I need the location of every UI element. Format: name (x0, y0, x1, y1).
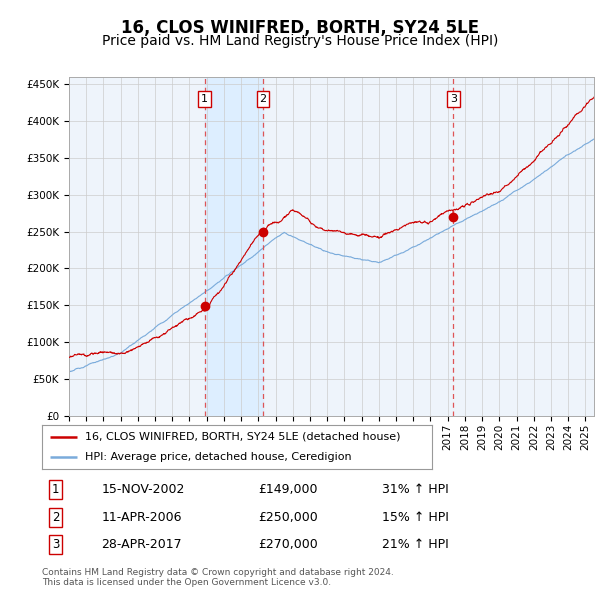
Text: 16, CLOS WINIFRED, BORTH, SY24 5LE (detached house): 16, CLOS WINIFRED, BORTH, SY24 5LE (deta… (85, 432, 400, 442)
Text: £270,000: £270,000 (258, 538, 318, 551)
Text: 15-NOV-2002: 15-NOV-2002 (101, 483, 185, 496)
Text: 2: 2 (52, 510, 59, 523)
Text: 1: 1 (52, 483, 59, 496)
Text: Price paid vs. HM Land Registry's House Price Index (HPI): Price paid vs. HM Land Registry's House … (102, 34, 498, 48)
Text: 3: 3 (52, 538, 59, 551)
Text: 2: 2 (260, 94, 266, 104)
Text: HPI: Average price, detached house, Ceredigion: HPI: Average price, detached house, Cere… (85, 452, 352, 462)
Text: 16, CLOS WINIFRED, BORTH, SY24 5LE: 16, CLOS WINIFRED, BORTH, SY24 5LE (121, 19, 479, 37)
Text: 3: 3 (450, 94, 457, 104)
Text: 28-APR-2017: 28-APR-2017 (101, 538, 182, 551)
Bar (205, 77, 263, 416)
Text: 1: 1 (201, 94, 208, 104)
Text: 15% ↑ HPI: 15% ↑ HPI (382, 510, 449, 523)
Text: 31% ↑ HPI: 31% ↑ HPI (382, 483, 449, 496)
Text: 21% ↑ HPI: 21% ↑ HPI (382, 538, 449, 551)
Text: £149,000: £149,000 (258, 483, 317, 496)
Text: £250,000: £250,000 (258, 510, 318, 523)
Text: 11-APR-2006: 11-APR-2006 (101, 510, 182, 523)
Text: Contains HM Land Registry data © Crown copyright and database right 2024.
This d: Contains HM Land Registry data © Crown c… (42, 568, 394, 587)
